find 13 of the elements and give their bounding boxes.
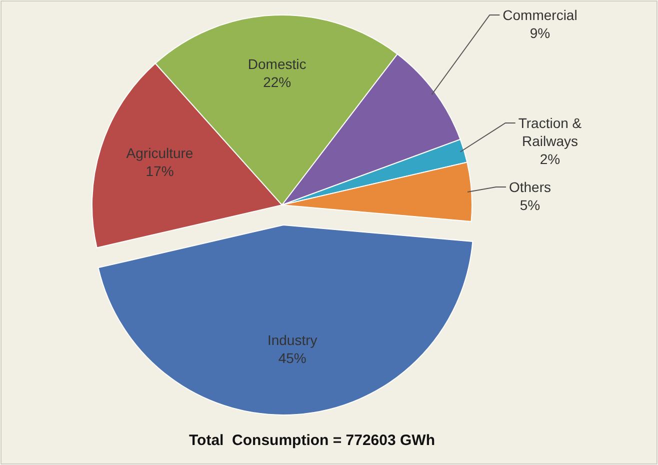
slice-label: Traction & Railways [518, 115, 582, 149]
slice-label: Others [508, 179, 552, 195]
data-label: 9% [530, 25, 550, 41]
data-label: 2% [540, 151, 560, 167]
slice-label: Industry [267, 332, 318, 348]
data-label: 22% [263, 74, 292, 90]
data-label: 5% [520, 197, 540, 213]
data-label: 17% [146, 163, 174, 180]
text: Total Consumption = 772603 GWh [188, 432, 436, 449]
slice-label: Agriculture [126, 145, 194, 162]
slice-label: Domestic [248, 56, 306, 72]
data-label: 45% [278, 350, 306, 366]
slice-label: Commercial [502, 7, 578, 23]
